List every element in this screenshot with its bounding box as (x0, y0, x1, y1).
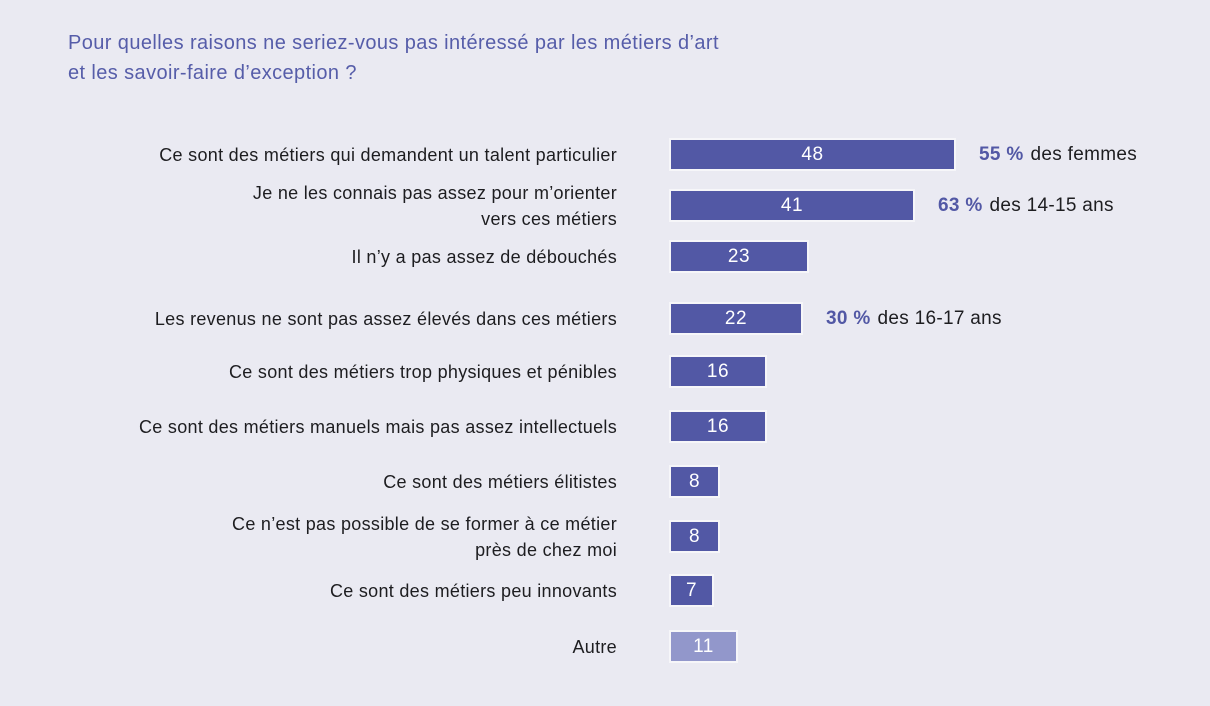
chart-row: Ce sont des métiers peu innovants 7 (40, 576, 1180, 605)
chart-row: Je ne les connais pas assez pour m’orien… (40, 183, 1180, 229)
chart-row: Ce sont des métiers manuels mais pas ass… (40, 412, 1180, 441)
bar-annotation: 30 % des 16-17 ans (826, 308, 1002, 330)
category-label: Ce sont des métiers trop physiques et pé… (228, 361, 617, 382)
chart-row: Ce sont des métiers élitistes 8 (40, 467, 1180, 496)
bar-chart: Ce sont des métiers qui demandent un tal… (40, 0, 1180, 706)
bar-value-label: 41 (780, 194, 804, 216)
bar: 8 (671, 522, 718, 551)
chart-title-line1: Pour quelles raisons ne seriez-vous pas … (68, 32, 719, 54)
bar: 23 (671, 242, 807, 271)
chart-row: Les revenus ne sont pas assez élevés dan… (40, 304, 1180, 333)
bar: 7 (671, 576, 712, 605)
bar-other-light: 11 (671, 632, 736, 661)
bar-value-label: 22 (724, 307, 748, 329)
bar-value-label: 11 (693, 635, 714, 657)
chart-row: Il n’y a pas assez de débouchés 23 (40, 242, 1180, 271)
bar: 48 (671, 140, 954, 169)
category-label: Ce sont des métiers élitistes (383, 471, 617, 492)
category-label: Je ne les connais pas assez pour m’orien… (252, 182, 617, 229)
chart-row: Ce sont des métiers qui demandent un tal… (40, 140, 1180, 169)
chart-row: Ce sont des métiers trop physiques et pé… (40, 357, 1180, 386)
chart-row: Ce n’est pas possible de se former à ce … (40, 514, 1180, 560)
bar-annotation: 63 % des 14-15 ans (938, 195, 1114, 217)
bar-value-label: 7 (685, 579, 698, 601)
category-label: Les revenus ne sont pas assez élevés dan… (154, 308, 617, 329)
bar-value-label: 8 (688, 470, 701, 492)
category-label: Ce sont des métiers peu innovants (329, 580, 617, 601)
category-label: Ce sont des métiers qui demandent un tal… (159, 144, 617, 165)
category-label: Ce sont des métiers manuels mais pas ass… (138, 416, 617, 437)
annotation-percent: 30 % (826, 307, 871, 329)
bar-value-label: 16 (706, 360, 730, 382)
bar: 22 (671, 304, 801, 333)
bar: 8 (671, 467, 718, 496)
bar-value-label: 16 (706, 415, 730, 437)
category-label: Ce n’est pas possible de se former à ce … (232, 513, 617, 560)
category-label: Il n’y a pas assez de débouchés (351, 246, 617, 267)
bar: 16 (671, 357, 765, 386)
bar: 41 (671, 191, 913, 220)
annotation-text: des 14-15 ans (989, 194, 1114, 216)
chart-row: Autre 11 (40, 632, 1180, 661)
annotation-percent: 63 % (938, 194, 983, 216)
chart-title: Pour quelles raisons ne seriez-vous pas … (68, 28, 719, 88)
bar-value-label: 8 (688, 525, 701, 547)
annotation-percent: 55 % (979, 143, 1024, 165)
bar: 16 (671, 412, 765, 441)
category-label: Autre (572, 636, 617, 657)
bar-value-label: 23 (727, 245, 751, 267)
annotation-text: des femmes (1030, 143, 1137, 165)
chart-title-line2: et les savoir-faire d’exception ? (68, 62, 357, 84)
bar-annotation: 55 % des femmes (979, 144, 1137, 166)
bar-value-label: 48 (801, 143, 824, 165)
annotation-text: des 16-17 ans (877, 307, 1002, 329)
